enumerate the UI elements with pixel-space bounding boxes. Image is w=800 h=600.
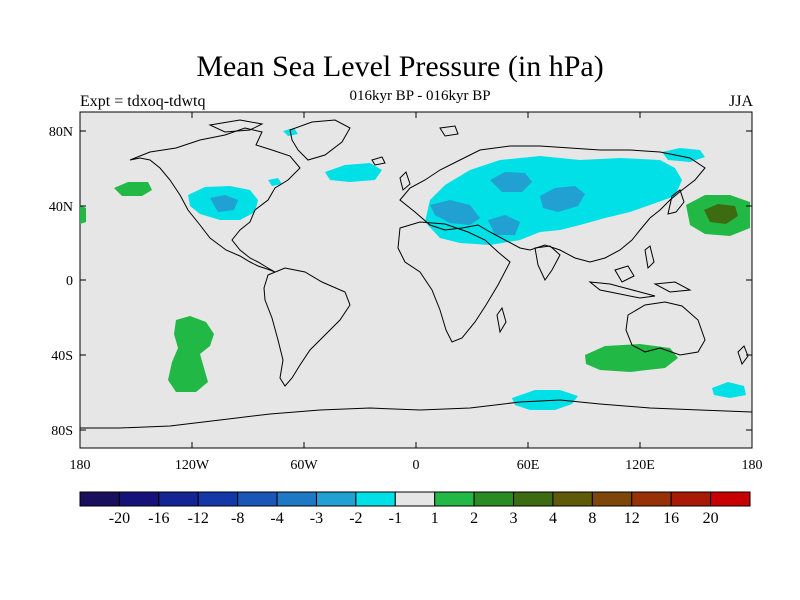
colorbar-swatch [513,491,554,507]
colorbar-label: 12 [624,510,640,527]
axis-ticks [80,112,752,448]
coastline-new-guinea [653,281,692,293]
anomaly-blue-europe [430,200,480,225]
anomaly-cyan-southeast-pacific [712,382,746,398]
colorbar-swatch [276,491,317,507]
season-label: JJA [728,93,753,110]
coastline-africa [397,221,511,343]
colorbar-label: -16 [148,510,169,527]
colorbar-swatch [197,491,239,507]
lat-tick-labels: 80N 40N 0 40S 80S [49,125,73,439]
period-label: 016kyr BP - 016kyr BP [349,88,491,104]
colorbar-label: 1 [431,510,439,527]
lon-tick-label: 60E [517,458,540,473]
lon-tick-label: 60W [290,458,318,473]
colorbar-swatch [118,491,160,507]
colorbar-label: 2 [470,510,478,527]
colorbar-swatch [710,491,751,507]
lat-tick-label: 80N [49,125,73,140]
colorbar-label: -1 [389,510,402,527]
coastline-philippines [644,245,655,270]
colorbar-swatch [355,491,396,507]
colorbar-label: -20 [109,510,130,527]
lon-tick-label: 120W [175,458,210,473]
lat-tick-label: 0 [66,274,73,289]
map-title: Mean Sea Level Pressure (in hPa) [196,50,604,83]
coastline-australia [625,301,706,356]
anomaly-green-indian-ocean [585,344,678,372]
anomaly-green-dateline [80,205,86,224]
colorbar-swatch [473,491,515,507]
coastline-svalbard [439,125,459,137]
colorbar-swatch [631,491,672,507]
lat-tick-label: 40S [51,349,73,364]
lon-tick-label: 180 [742,458,763,473]
colorbar-label: -8 [231,510,244,527]
colorbar-label: -2 [349,510,362,527]
anomaly-darkgreen-northwest-pacific [704,204,738,224]
colorbar-label: 4 [549,510,557,527]
lon-tick-label: 120E [625,458,655,473]
colorbar-swatch [158,491,199,507]
coastline-japan [667,189,685,215]
anomaly-green-south-pacific [168,316,214,392]
colorbar-swatch [670,491,712,507]
colorbar-label: -4 [270,510,283,527]
colorbar-label: -3 [310,510,323,527]
coastline-india [534,245,561,281]
colorbar [79,491,751,507]
anomaly-blue-central-asia-south [540,186,585,212]
colorbar-swatch [591,491,633,507]
colorbar-swatch [315,491,357,507]
colorbar-swatch [237,491,278,507]
colorbar-label: 16 [663,510,679,527]
anomaly-cyan-north-atlantic [325,163,382,182]
experiment-label: Expt = tdxoq-tdwtq [80,93,206,110]
coastline-madagascar [496,306,507,334]
colorbar-label: -12 [188,510,209,527]
colorbar-swatch [79,491,120,507]
anomaly-blue-central-asia [490,172,532,192]
anomaly-cyan-greenland [268,178,282,186]
coastline-borneo [614,265,635,283]
coastlines [80,119,753,429]
lon-tick-labels: 180 120W 60W 0 60E 120E 180 [70,458,763,473]
coastline-indonesia [588,281,656,299]
anomaly-green-north-pacific [114,182,152,196]
coastline-eurasia [399,145,706,263]
anomaly-cyan-antarctic [512,390,578,410]
colorbar-swatch [394,491,436,507]
colorbar-swatch [552,491,593,507]
anomaly-blue-middle-east [488,215,520,235]
colorbar-label: 3 [510,510,518,527]
colorbar-label: 8 [588,510,596,527]
lat-tick-label: 80S [51,424,73,439]
coastline-uk [399,171,411,191]
coastline-new-zealand [737,345,749,366]
colorbar-swatch [434,491,475,507]
coastline-north-america [129,127,301,273]
anomaly-cyan-siberia [662,148,705,162]
colorbar-labels: -20 -16 -12 -8 -4 -3 -2 -1 1 2 3 4 8 12 16 20 [109,510,719,527]
coastline-arctic-islands [208,119,264,133]
anomaly-blue-north-america [210,195,238,212]
coastline-antarctica [80,399,753,429]
colorbar-label: 20 [703,510,719,527]
lat-tick-label: 40N [49,200,73,215]
coastline-south-america [263,267,351,387]
coastline-iceland [371,156,386,166]
anomaly-regions [80,128,750,410]
lon-tick-label: 0 [413,458,420,473]
lon-tick-label: 180 [70,458,91,473]
coastline-greenland [289,119,351,161]
